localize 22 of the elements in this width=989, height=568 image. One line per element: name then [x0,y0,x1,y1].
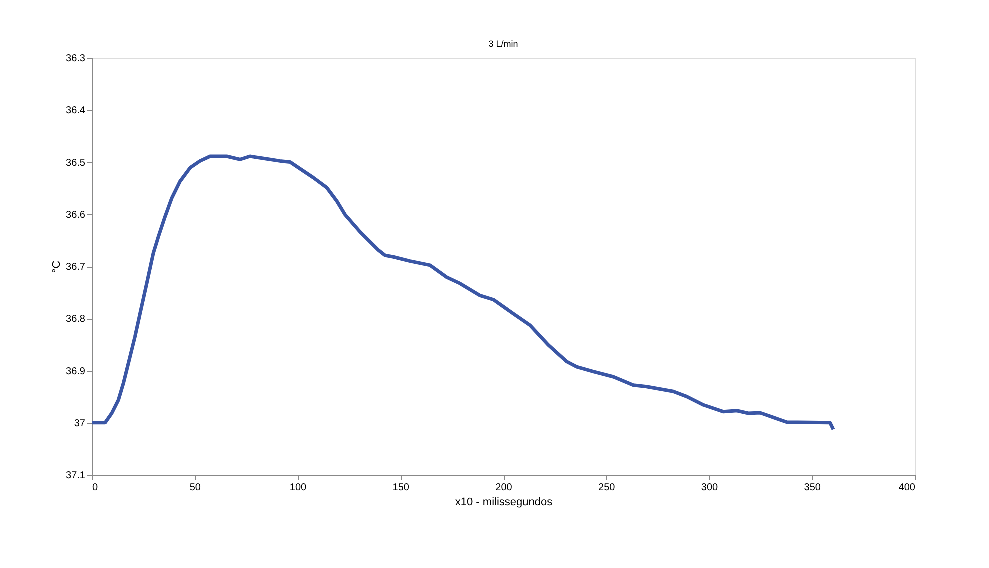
x-tick-label: 150 [392,482,410,494]
y-axis-title: °C [51,260,64,274]
x-axis-title: x10 - milissegundos [455,496,554,508]
x-tick-label: 300 [701,482,719,494]
y-tick-label: 36.3 [66,54,86,64]
y-tick-label: 36.9 [66,366,86,378]
y-tick-label: 36.8 [66,314,86,326]
y-tick-label: 36.5 [66,158,86,169]
y-tick-label: 37 [74,418,86,430]
line-series [90,154,836,432]
y-tick-label: 37.1 [66,470,86,482]
x-tick-label: 400 [898,482,916,494]
y-tick-label: 36.6 [66,210,86,221]
y-tick-label: 36.7 [66,262,86,273]
x-tick-label: 100 [290,482,308,494]
x-tick-label: 50 [190,482,202,494]
y-tick-label: 36.4 [66,106,86,117]
x-tick-label: 350 [804,482,822,494]
x-tick-label: 200 [496,482,513,494]
x-tick-label: 0 [92,482,98,494]
x-tick-label: 250 [598,482,616,494]
chart-title: 3 L/min [488,39,518,49]
